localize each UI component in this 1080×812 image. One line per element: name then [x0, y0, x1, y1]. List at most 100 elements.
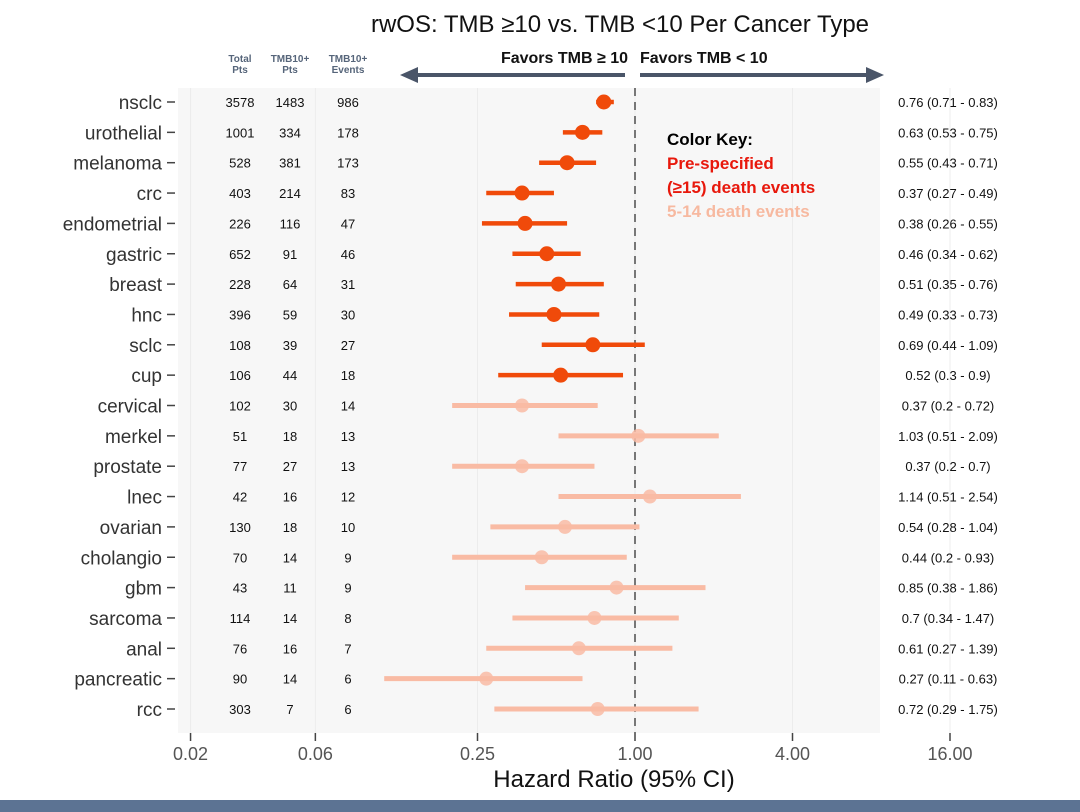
row-cell-total: 42 — [233, 490, 247, 505]
row-cell-tmb-pts: 7 — [286, 702, 293, 717]
point-estimate — [571, 641, 586, 656]
row-label: lnec — [127, 488, 162, 509]
row-label: cervical — [98, 397, 162, 418]
point-estimate — [515, 398, 530, 413]
x-tick-label: 0.06 — [298, 744, 333, 764]
row-ci-label: 0.7 (0.34 - 1.47) — [902, 611, 995, 626]
row-ci-label: 0.37 (0.27 - 0.49) — [898, 186, 998, 201]
color-key: Color Key: Pre-specified (≥15) death eve… — [667, 130, 815, 221]
row-cell-tmb-pts: 27 — [283, 459, 297, 474]
row-cell-tmb-pts: 44 — [283, 368, 297, 383]
row-cell-total: 3578 — [226, 95, 255, 110]
row-cell-total: 226 — [229, 216, 251, 231]
row-cell-events: 10 — [341, 520, 355, 535]
favors-annotation: Favors TMB ≥ 10 Favors TMB < 10 — [400, 50, 884, 83]
row-cell-total: 43 — [233, 581, 247, 596]
point-estimate — [550, 276, 566, 292]
row-cell-total: 108 — [229, 338, 251, 353]
row-label: sclc — [129, 336, 162, 357]
row-label: melanoma — [73, 154, 162, 175]
point-estimate — [609, 580, 624, 595]
point-estimate — [590, 702, 605, 716]
row-cell-total: 1001 — [226, 125, 255, 140]
column-header: Total — [228, 54, 251, 65]
color-key-few-events: 5-14 death events — [667, 202, 810, 221]
row-cell-total: 403 — [229, 186, 251, 201]
row-ci-label: 0.49 (0.33 - 0.73) — [898, 307, 998, 322]
point-estimate — [553, 367, 569, 383]
x-tick-label: 16.00 — [927, 744, 972, 764]
row-cell-tmb-pts: 16 — [283, 641, 297, 656]
point-estimate — [546, 306, 562, 322]
row-cell-total: 528 — [229, 156, 251, 171]
column-header: Pts — [282, 65, 298, 76]
chart-title: rwOS: TMB ≥10 vs. TMB <10 Per Cancer Typ… — [371, 11, 869, 38]
forest-row: endometrial 226 116 47 0.38 (0.26 - 0.55) — [63, 214, 998, 235]
row-cell-total: 51 — [233, 429, 247, 444]
column-header: Pts — [232, 65, 248, 76]
row-cell-tmb-pts: 39 — [283, 338, 297, 353]
row-ci-label: 0.61 (0.27 - 1.39) — [898, 641, 998, 656]
forest-row: sarcoma 114 14 8 0.7 (0.34 - 1.47) — [89, 609, 994, 630]
row-label: breast — [109, 275, 163, 296]
row-cell-events: 6 — [344, 702, 351, 717]
forest-row: cholangio 70 14 9 0.44 (0.2 - 0.93) — [81, 548, 995, 569]
forest-row: hnc 396 59 30 0.49 (0.33 - 0.73) — [131, 305, 998, 326]
row-label: rcc — [137, 700, 162, 721]
row-cell-events: 7 — [344, 641, 351, 656]
forest-row: merkel 51 18 13 1.03 (0.51 - 2.09) — [105, 427, 998, 448]
x-tick-label: 4.00 — [775, 744, 810, 764]
point-estimate — [575, 124, 591, 140]
forest-row: nsclc 3578 1483 986 0.76 (0.71 - 0.83) — [119, 93, 998, 114]
favors-left-label: Favors TMB ≥ 10 — [501, 50, 628, 67]
row-cell-tmb-pts: 14 — [283, 672, 297, 687]
point-estimate — [517, 215, 533, 231]
row-cell-tmb-pts: 18 — [283, 520, 297, 535]
row-cell-tmb-pts: 16 — [283, 490, 297, 505]
row-ci-label: 0.37 (0.2 - 0.7) — [905, 459, 990, 474]
point-estimate — [557, 519, 572, 534]
favors-right-arrow-head — [866, 67, 884, 83]
row-ci-label: 0.51 (0.35 - 0.76) — [898, 277, 998, 292]
row-label: prostate — [93, 457, 162, 478]
row-cell-total: 114 — [230, 611, 251, 626]
row-cell-events: 18 — [341, 368, 355, 383]
row-ci-label: 0.27 (0.11 - 0.63) — [899, 672, 998, 687]
column-header: TMB10+ — [271, 54, 310, 65]
row-ci-label: 0.37 (0.2 - 0.72) — [902, 399, 995, 414]
point-estimate — [587, 610, 602, 625]
x-axis-label: Hazard Ratio (95% CI) — [493, 766, 734, 793]
row-ci-label: 0.72 (0.29 - 1.75) — [898, 702, 998, 717]
row-cell-tmb-pts: 11 — [283, 581, 297, 596]
row-cell-tmb-pts: 381 — [279, 156, 301, 171]
forest-row: cup 106 44 18 0.52 (0.3 - 0.9) — [131, 366, 990, 387]
row-cell-events: 13 — [341, 459, 355, 474]
forest-row: melanoma 528 381 173 0.55 (0.43 - 0.71) — [73, 154, 998, 175]
x-tick-label: 1.00 — [617, 744, 652, 764]
row-ci-label: 0.54 (0.28 - 1.04) — [898, 520, 998, 535]
row-cell-total: 90 — [233, 672, 247, 687]
color-key-title: Color Key: — [667, 130, 753, 149]
column-header: TMB10+ — [329, 54, 368, 65]
row-cell-events: 9 — [344, 550, 351, 565]
row-cell-events: 30 — [341, 307, 355, 322]
row-cell-events: 12 — [341, 490, 355, 505]
row-cell-events: 31 — [341, 277, 355, 292]
forest-row: lnec 42 16 12 1.14 (0.51 - 2.54) — [127, 488, 998, 509]
row-ci-label: 0.69 (0.44 - 1.09) — [898, 338, 998, 353]
row-cell-total: 102 — [229, 399, 251, 414]
point-estimate — [596, 94, 612, 110]
forest-row: pancreatic 90 14 6 0.27 (0.11 - 0.63) — [74, 670, 997, 691]
point-estimate — [642, 489, 657, 504]
favors-left-arrow-head — [400, 67, 418, 83]
row-label: endometrial — [63, 214, 162, 235]
forest-row: gbm 43 11 9 0.85 (0.38 - 1.86) — [125, 579, 998, 600]
row-cell-total: 396 — [229, 307, 251, 322]
row-ci-label: 1.03 (0.51 - 2.09) — [898, 429, 998, 444]
row-cell-events: 9 — [344, 581, 351, 596]
row-ci-label: 0.76 (0.71 - 0.83) — [898, 95, 998, 110]
row-cell-total: 130 — [229, 520, 251, 535]
row-label: pancreatic — [74, 670, 162, 691]
forest-row: prostate 77 27 13 0.37 (0.2 - 0.7) — [93, 457, 990, 478]
row-label: crc — [137, 184, 162, 205]
